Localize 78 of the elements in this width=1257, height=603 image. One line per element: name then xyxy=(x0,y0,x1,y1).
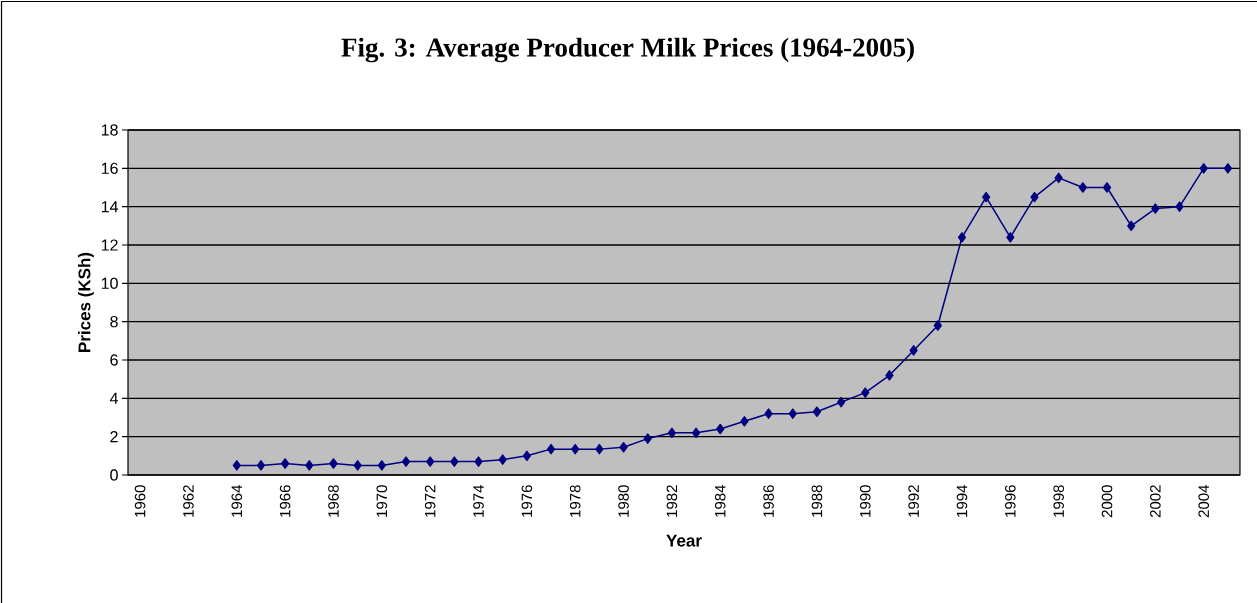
point xyxy=(1175,201,1184,212)
x-tick-label: 1970 xyxy=(376,485,388,517)
point xyxy=(691,427,701,439)
x-tick-label: 1986 xyxy=(763,485,774,517)
point xyxy=(764,408,773,419)
point xyxy=(812,406,822,417)
x-tick-label: 1982 xyxy=(666,485,678,517)
x-tick-label: 1972 xyxy=(424,485,436,517)
point xyxy=(256,460,266,471)
x-tick-label: 1974 xyxy=(473,484,484,517)
x-tick-label: 1992 xyxy=(908,485,919,517)
point xyxy=(329,458,338,469)
x-tick-label: 2004 xyxy=(1198,484,1210,518)
point xyxy=(957,232,967,243)
y-tick-label: 12 xyxy=(101,239,118,251)
point xyxy=(1102,182,1112,193)
point xyxy=(305,460,314,471)
point xyxy=(450,456,459,467)
y-tick-label: 16 xyxy=(101,162,118,174)
point xyxy=(522,450,531,462)
x-tick-label: 1990 xyxy=(859,485,871,517)
point xyxy=(426,456,435,467)
point xyxy=(885,370,894,381)
x-tick-label: 1960 xyxy=(134,485,146,517)
x-tick-label: 1964 xyxy=(231,484,243,517)
x-tick-label: 1976 xyxy=(521,485,533,517)
point xyxy=(836,396,846,408)
x-tick-label: 1962 xyxy=(183,485,194,517)
point xyxy=(401,456,411,467)
point xyxy=(933,320,942,331)
x-tick-label: 1996 xyxy=(1005,485,1016,517)
point xyxy=(571,443,580,455)
point xyxy=(619,441,628,453)
point xyxy=(595,443,604,455)
x-tick-label: 1994 xyxy=(956,484,968,517)
point xyxy=(1006,232,1015,243)
chart-title: Fig. 3: Average Producer Milk Prices (1964-2005) xyxy=(341,37,914,63)
point xyxy=(353,460,362,471)
point xyxy=(474,456,483,467)
point xyxy=(281,458,290,469)
x-tick-label: 2002 xyxy=(1150,485,1161,518)
y-tick-label: 8 xyxy=(110,316,118,328)
point xyxy=(667,427,677,439)
y-axis-title: Prices (KSh) xyxy=(77,252,94,352)
y-tick-label: 6 xyxy=(110,354,118,366)
point xyxy=(1078,182,1087,193)
x-tick-label: 1988 xyxy=(811,485,823,517)
y-tick-label: 4 xyxy=(109,392,118,404)
x-axis-title: Year xyxy=(666,534,702,547)
y-tick-label: 10 xyxy=(101,277,118,289)
x-tick-label: 1978 xyxy=(569,485,581,517)
y-tick-label: 14 xyxy=(101,201,118,213)
point xyxy=(377,460,386,471)
y-tick-label: 18 xyxy=(101,124,118,136)
point xyxy=(1199,163,1208,174)
point xyxy=(1127,220,1136,232)
point xyxy=(1030,191,1039,203)
x-tick-label: 1966 xyxy=(279,485,291,517)
point xyxy=(716,423,725,435)
point xyxy=(1223,163,1233,174)
point xyxy=(861,387,870,398)
point xyxy=(1054,172,1063,184)
x-tick-label: 1980 xyxy=(618,485,629,517)
x-tick-label: 1984 xyxy=(714,484,726,517)
point xyxy=(740,416,749,427)
point xyxy=(788,408,797,419)
point xyxy=(1151,203,1160,214)
x-tick-label: 1998 xyxy=(1053,485,1064,517)
point xyxy=(546,443,556,455)
point xyxy=(498,454,507,465)
point xyxy=(232,460,241,471)
y-tick-label: 0 xyxy=(110,469,118,481)
point xyxy=(643,433,652,444)
y-tick-label: 2 xyxy=(110,431,118,443)
x-tick-label: 1968 xyxy=(328,485,339,517)
x-tick-label: 2000 xyxy=(1101,485,1113,518)
point xyxy=(982,191,991,203)
point xyxy=(909,345,918,356)
